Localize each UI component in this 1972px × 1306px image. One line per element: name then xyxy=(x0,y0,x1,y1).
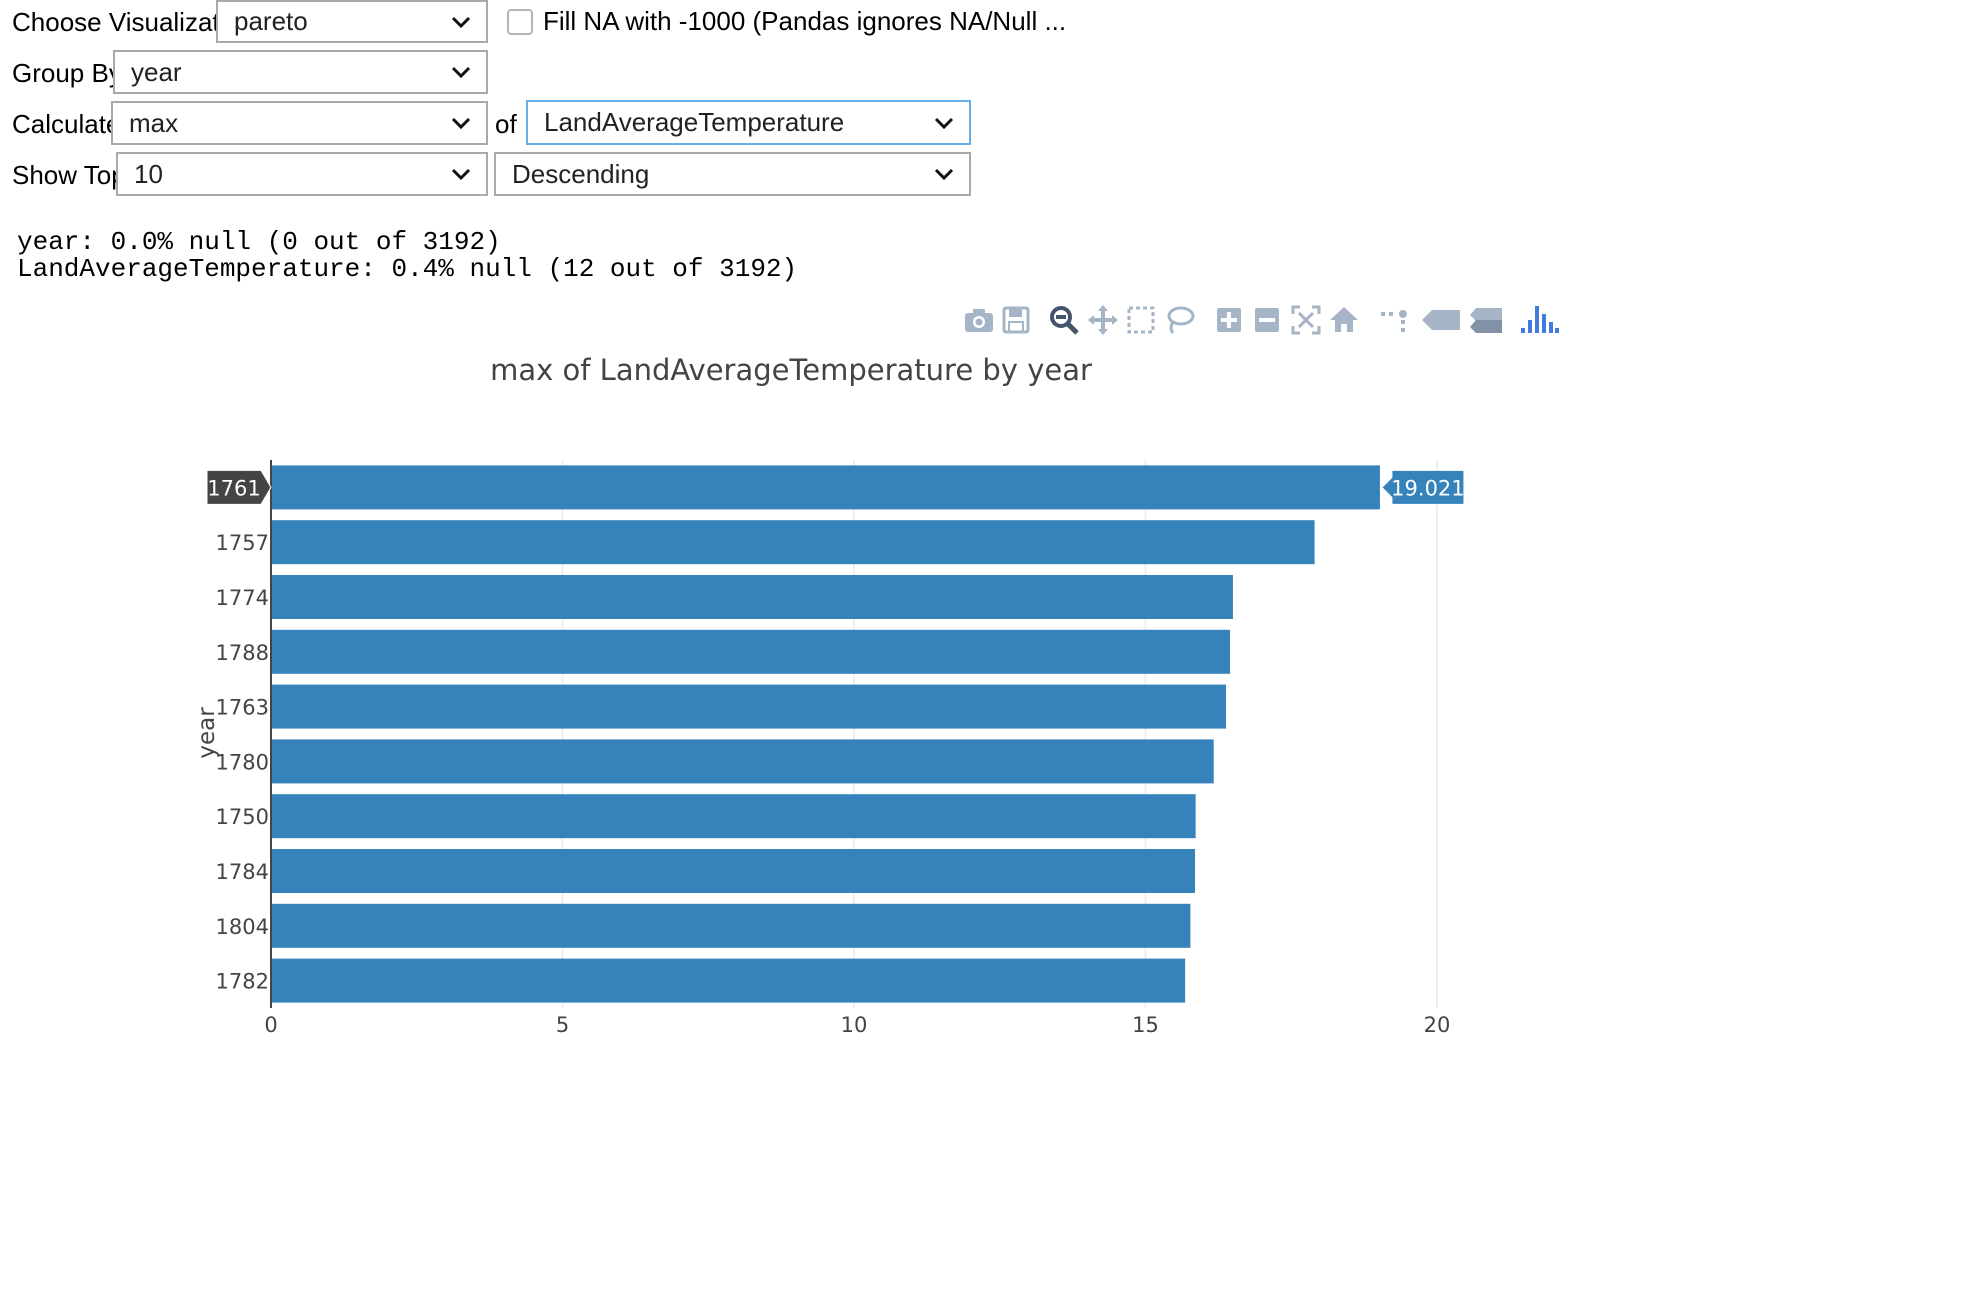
compare-data-icon[interactable] xyxy=(1468,302,1504,338)
sort-order-select-value: Descending xyxy=(512,158,650,189)
calculate-select[interactable]: max xyxy=(111,101,488,145)
box-select-icon[interactable] xyxy=(1123,302,1159,338)
value-hover-label: 19.021 xyxy=(1391,476,1464,500)
chevron-down-icon xyxy=(934,168,954,181)
fillna-checkbox[interactable] xyxy=(507,9,533,35)
y-axis-title: year xyxy=(194,707,220,759)
y-tick-label: 1750 xyxy=(216,805,269,829)
bar[interactable] xyxy=(271,958,1186,1003)
fillna-label: Fill NA with -1000 (Pandas ignores NA/Nu… xyxy=(543,6,1067,36)
show-top-select[interactable]: 10 xyxy=(116,152,488,196)
calculate-select-value: max xyxy=(129,107,179,138)
zoom-in-icon[interactable] xyxy=(1211,302,1247,338)
show-top-label: Show Top xyxy=(12,160,126,190)
visualization-select[interactable]: pareto xyxy=(216,0,488,43)
y-tick-label: 1804 xyxy=(216,915,269,939)
chart-title: max of LandAverageTemperature by year xyxy=(490,353,1092,387)
sort-order-select[interactable]: Descending xyxy=(494,152,971,196)
zoom-out-icon[interactable] xyxy=(1249,302,1285,338)
y-tick-label: 1782 xyxy=(216,970,269,994)
value-hover-label-box xyxy=(1381,469,1465,505)
x-tick-label: 5 xyxy=(556,1013,569,1037)
y-tick-label: 1763 xyxy=(216,696,269,720)
y-hover-label-box xyxy=(206,469,272,505)
toggle-spike-lines-icon[interactable] xyxy=(1377,302,1413,338)
show-top-select-value: 10 xyxy=(134,158,163,189)
y-tick-label: 1788 xyxy=(216,641,269,665)
reset-axes-icon[interactable] xyxy=(1326,302,1362,338)
lasso-select-icon[interactable] xyxy=(1161,302,1197,338)
chevron-down-icon xyxy=(451,66,471,79)
column-select[interactable]: LandAverageTemperature xyxy=(526,100,971,145)
bar[interactable] xyxy=(271,465,1380,510)
camera-icon[interactable] xyxy=(961,302,997,338)
group-by-select[interactable]: year xyxy=(113,50,488,94)
autoscale-icon[interactable] xyxy=(1288,302,1324,338)
x-tick-label: 15 xyxy=(1132,1013,1159,1037)
column-select-value: LandAverageTemperature xyxy=(544,107,845,137)
null-info-temperature: LandAverageTemperature: 0.4% null (12 ou… xyxy=(17,254,798,284)
bar[interactable] xyxy=(271,520,1315,565)
bar[interactable] xyxy=(271,739,1214,784)
group-by-label: Group By xyxy=(12,58,122,88)
visualization-select-value: pareto xyxy=(234,6,308,36)
group-by-select-value: year xyxy=(131,56,182,87)
bar[interactable] xyxy=(271,794,1196,839)
bar[interactable] xyxy=(271,629,1231,674)
bar[interactable] xyxy=(271,903,1191,948)
bar[interactable] xyxy=(271,575,1233,619)
x-tick-label: 10 xyxy=(841,1013,868,1037)
bar[interactable] xyxy=(271,849,1196,893)
y-tick-label: 1780 xyxy=(216,750,269,774)
null-info-year: year: 0.0% null (0 out of 3192) xyxy=(17,227,501,257)
chevron-down-icon xyxy=(451,117,471,130)
chevron-down-icon xyxy=(451,168,471,181)
zoom-icon[interactable] xyxy=(1046,302,1082,338)
chevron-down-icon xyxy=(451,16,471,28)
of-label: of xyxy=(495,109,517,139)
show-closest-icon[interactable] xyxy=(1420,302,1462,338)
y-tick-label: 1784 xyxy=(216,860,269,884)
y-tick-label: 1774 xyxy=(216,586,269,610)
save-icon[interactable] xyxy=(998,302,1034,338)
bar[interactable] xyxy=(271,684,1226,729)
choose-visualization-label: Choose Visualization xyxy=(12,7,255,37)
x-tick-label: 20 xyxy=(1424,1013,1451,1037)
y-hover-label: 1761 xyxy=(207,476,260,500)
y-tick-label: 1757 xyxy=(216,531,269,555)
chart-bars xyxy=(271,465,1380,1003)
x-tick-label: 0 xyxy=(264,1013,277,1037)
chart-tick-labels: 0 5 10 15 20 1757 1774 1788 1763 1780 1750 1784 1804… xyxy=(216,531,1451,1037)
calculate-label: Calculate xyxy=(12,109,121,139)
chevron-down-icon xyxy=(934,117,954,129)
plotly-logo-icon[interactable] xyxy=(1518,302,1560,338)
hover-labels: 1761 19.021 xyxy=(206,469,1465,505)
pan-icon[interactable] xyxy=(1085,302,1121,338)
